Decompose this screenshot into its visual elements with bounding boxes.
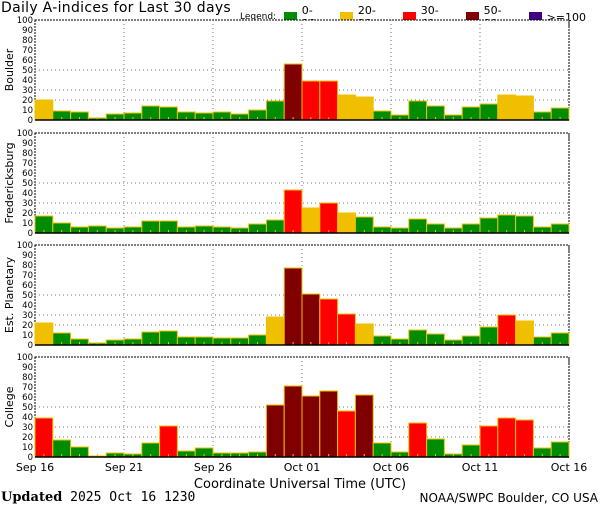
y-tick-label: 80 [22, 261, 33, 271]
bar-est-planetary-15 [301, 293, 321, 346]
y-tick-label: 30 [22, 311, 33, 321]
bar-est-planetary-18 [354, 323, 374, 346]
x-tick-label: Oct 06 [373, 461, 410, 474]
bar-boulder-26 [497, 94, 517, 121]
updated-value: 2025 Oct 16 1230 [70, 490, 196, 505]
y-tick-label: 10 [22, 443, 33, 453]
y-tick-label: 50 [22, 403, 33, 413]
y-tick-label: 10 [22, 219, 33, 229]
bar-college-21 [408, 422, 428, 458]
bar-college-14 [283, 385, 303, 458]
x-tick-label: Sep 16 [16, 461, 54, 474]
y-tick-label: 20 [22, 96, 33, 106]
y-tick-label: 60 [22, 281, 33, 291]
bar-est-planetary-27 [515, 320, 534, 346]
y-tick-label: 80 [22, 373, 33, 383]
bar-fredericksburg-14 [283, 189, 303, 234]
y-tick-label: 30 [22, 199, 33, 209]
bar-fredericksburg-16 [319, 202, 339, 234]
bar-college-7 [159, 425, 178, 458]
bar-boulder-17 [337, 94, 356, 121]
y-tick-label: 40 [22, 189, 33, 199]
legend-swatch [284, 11, 297, 23]
y-tick-label: 50 [22, 179, 33, 189]
y-tick-label: 80 [22, 149, 33, 159]
panel-label: Fredericksburg [3, 142, 16, 223]
bar-est-planetary-16 [319, 298, 339, 346]
y-tick-label: 70 [22, 159, 33, 169]
x-tick-label: Oct 11 [462, 461, 499, 474]
bar-est-planetary-0 [34, 322, 54, 346]
y-tick-label: 60 [22, 56, 33, 66]
bar-boulder-18 [354, 96, 374, 121]
bar-boulder-16 [319, 80, 339, 121]
y-tick-label: 20 [22, 209, 33, 219]
legend-label: Legend: [240, 12, 277, 22]
bar-boulder-14 [283, 63, 303, 121]
y-tick-label: 90 [22, 363, 33, 373]
y-tick-label: 20 [22, 433, 33, 443]
y-tick-label: 0 [28, 453, 33, 463]
legend-swatch [340, 11, 353, 23]
y-tick-label: 0 [28, 116, 33, 126]
y-tick-label: 30 [22, 423, 33, 433]
y-tick-label: 60 [22, 169, 33, 179]
y-tick-label: 80 [22, 36, 33, 46]
y-tick-label: 0 [28, 229, 33, 239]
y-tick-label: 0 [28, 341, 33, 351]
legend-swatch [403, 11, 416, 23]
y-tick-label: 100 [17, 16, 33, 26]
x-axis-title: Coordinate Universal Time (UTC) [193, 477, 407, 492]
bar-college-25 [479, 425, 499, 458]
updated-label: Updated [1, 490, 63, 505]
y-tick-label: 10 [22, 106, 33, 116]
y-tick-label: 60 [22, 393, 33, 403]
y-tick-label: 100 [17, 241, 33, 251]
bar-college-13 [265, 404, 285, 458]
bar-college-26 [497, 417, 517, 458]
bar-college-27 [515, 419, 534, 458]
y-tick-label: 50 [22, 291, 33, 301]
x-tick-label: Oct 01 [284, 461, 321, 474]
y-tick-label: 100 [17, 129, 33, 139]
y-tick-label: 40 [22, 413, 33, 423]
bar-fredericksburg-15 [301, 207, 321, 234]
y-tick-label: 70 [22, 46, 33, 56]
bar-boulder-27 [515, 95, 534, 121]
y-tick-label: 70 [22, 271, 33, 281]
bar-est-planetary-26 [497, 314, 517, 346]
bar-college-15 [301, 395, 321, 458]
x-tick-label: Sep 26 [194, 461, 232, 474]
legend-swatch [528, 11, 542, 23]
bar-est-planetary-17 [337, 313, 356, 346]
panel-label: College [3, 386, 16, 427]
bar-college-16 [319, 390, 339, 458]
panel-label: Boulder [3, 48, 16, 91]
y-tick-label: 50 [22, 66, 33, 76]
chart-title: Daily A-indices for Last 30 days [1, 0, 232, 16]
updated-timestamp: Updated 2025 Oct 16 1230 [1, 490, 195, 505]
bar-college-0 [34, 417, 54, 458]
y-tick-label: 40 [22, 76, 33, 86]
y-tick-label: 90 [22, 139, 33, 149]
bar-est-planetary-13 [265, 316, 285, 346]
y-tick-label: 20 [22, 321, 33, 331]
legend-swatch [465, 11, 479, 23]
x-tick-label: Oct 16 [551, 461, 588, 474]
y-tick-label: 10 [22, 331, 33, 341]
y-tick-label: 40 [22, 301, 33, 311]
y-tick-label: 70 [22, 383, 33, 393]
y-tick-label: 90 [22, 26, 33, 36]
x-tick-label: Sep 21 [105, 461, 143, 474]
bar-college-17 [337, 410, 356, 458]
bar-est-planetary-14 [283, 267, 303, 346]
source-credit: NOAA/SWPC Boulder, CO USA [419, 491, 598, 505]
panel-label: Est. Planetary [3, 256, 16, 333]
y-tick-label: 30 [22, 86, 33, 96]
y-tick-label: 90 [22, 251, 33, 261]
bar-boulder-15 [301, 80, 321, 121]
y-tick-label: 100 [17, 353, 33, 363]
bar-college-18 [354, 394, 374, 458]
